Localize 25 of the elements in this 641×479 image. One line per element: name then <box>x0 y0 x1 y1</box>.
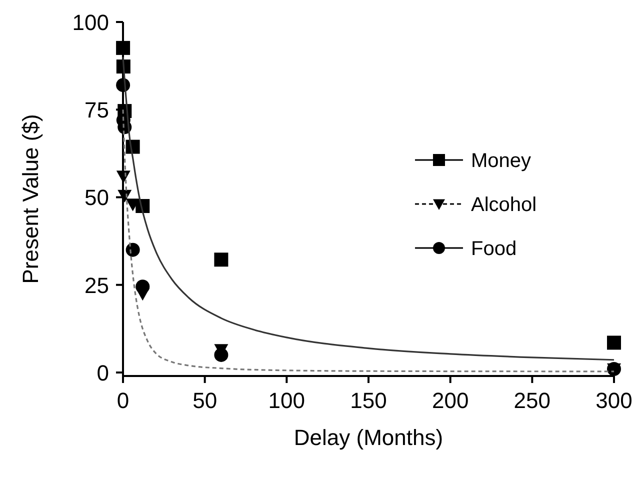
y-axis-title: Present Value ($) <box>18 114 43 284</box>
point <box>126 242 140 257</box>
y-tick-label: 100 <box>72 10 109 35</box>
legend-label: Food <box>471 238 517 260</box>
y-tick-label: 50 <box>84 185 109 210</box>
legend-label: Money <box>471 150 532 172</box>
x-tick-label: 0 <box>116 388 130 413</box>
point <box>116 170 130 184</box>
point <box>214 348 228 362</box>
y-tick-label: 75 <box>84 98 109 123</box>
x-tick-label: 250 <box>514 388 551 413</box>
point <box>126 198 140 212</box>
point <box>136 280 150 294</box>
legend-label: Alcohol <box>471 194 537 216</box>
x-tick-label: 300 <box>596 388 632 413</box>
point <box>116 40 130 55</box>
x-tick-label: 100 <box>268 388 306 413</box>
point <box>607 336 621 350</box>
x-tick-label: 200 <box>432 388 469 413</box>
x-axis-title: Delay (Months) <box>294 425 444 450</box>
x-tick-label: 50 <box>192 388 218 413</box>
x-tick-label: 150 <box>350 388 387 413</box>
point <box>214 252 228 267</box>
y-tick-label: 0 <box>96 360 109 386</box>
y-tick-label: 25 <box>84 272 109 298</box>
